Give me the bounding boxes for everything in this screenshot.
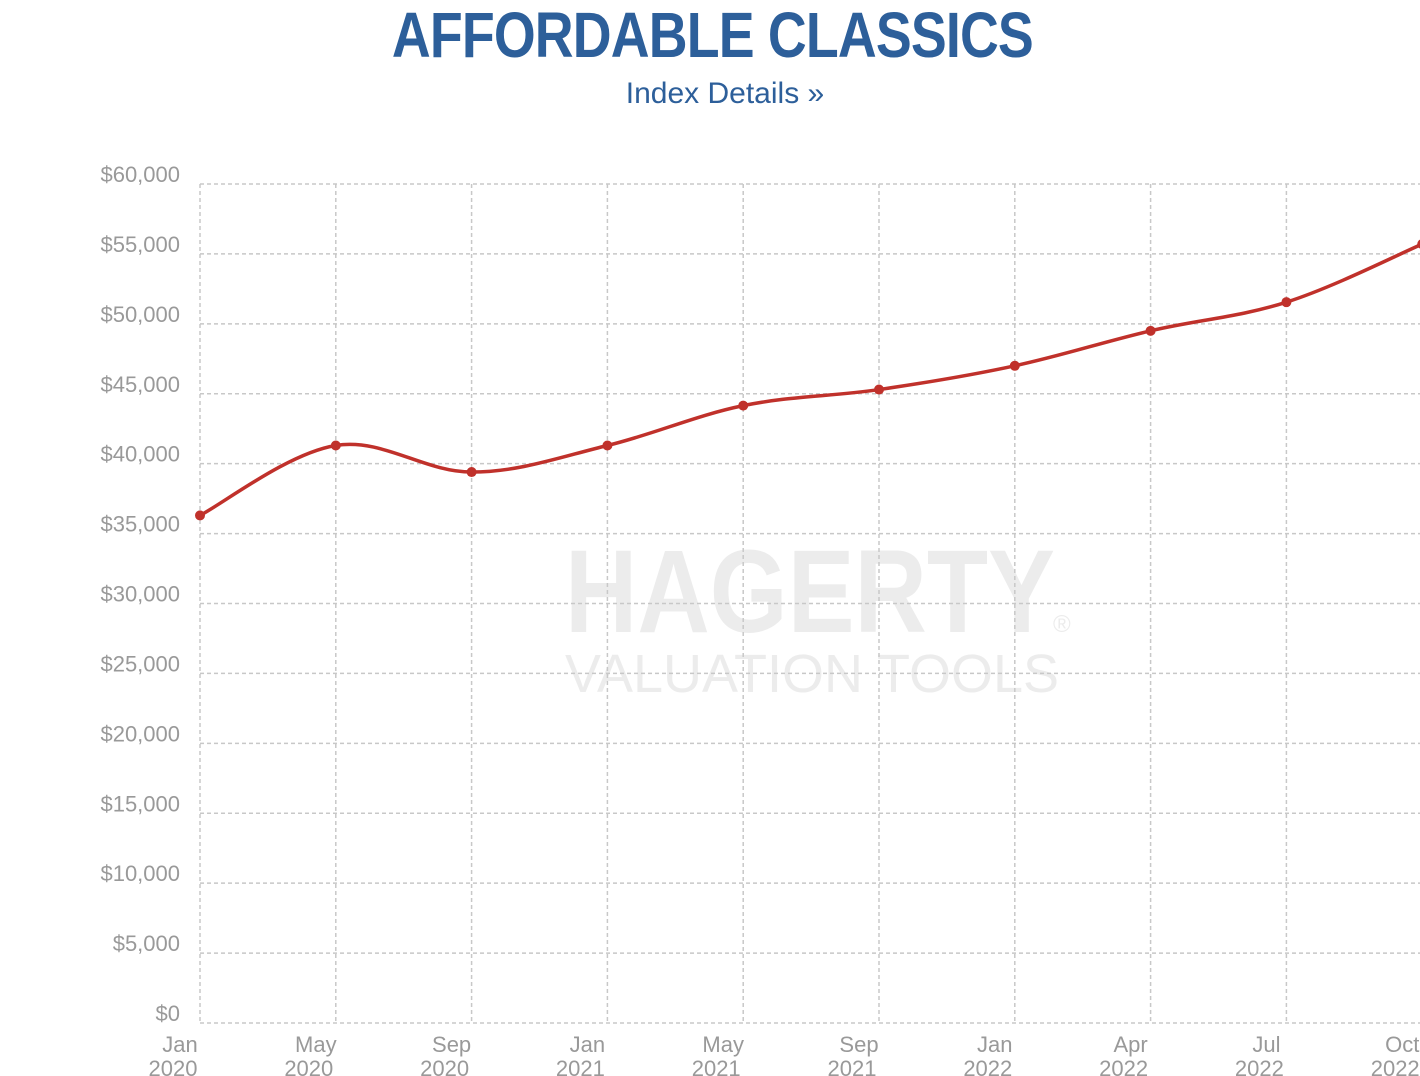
x-tick-month: Jan <box>570 1032 605 1057</box>
x-tick-year: 2022 <box>1235 1056 1284 1076</box>
y-tick-label: $15,000 <box>100 791 180 816</box>
y-tick-label: $25,000 <box>100 651 180 676</box>
x-tick-month: Sep <box>839 1032 878 1057</box>
x-tick-month: Apr <box>1113 1032 1147 1057</box>
y-tick-label: $10,000 <box>100 861 180 886</box>
x-tick-year: 2020 <box>420 1056 469 1076</box>
y-tick-label: $40,000 <box>100 442 180 467</box>
x-tick-year: 2021 <box>692 1056 741 1076</box>
y-tick-label: $5,000 <box>113 931 180 956</box>
y-tick-label: $60,000 <box>100 162 180 187</box>
y-tick-label: $20,000 <box>100 721 180 746</box>
x-axis: Jan2020May2020Sep2020Jan2021May2021Sep20… <box>149 1032 1420 1076</box>
hagerty-watermark: HAGERTY ® VALUATION TOOLS <box>565 526 1071 704</box>
y-tick-label: $30,000 <box>100 582 180 607</box>
watermark-brand: HAGERTY <box>565 526 1055 658</box>
data-point[interactable] <box>466 467 477 478</box>
data-point[interactable] <box>1009 360 1020 371</box>
x-tick-year: 2021 <box>556 1056 605 1076</box>
data-point[interactable] <box>1281 297 1292 308</box>
x-tick-year: 2020 <box>284 1056 333 1076</box>
x-tick-year: 2022 <box>1371 1056 1420 1076</box>
data-point[interactable] <box>602 440 613 451</box>
y-axis: $0 $5,000 $10,000 $15,000 $20,000 $25,000 $30,… <box>100 162 180 1026</box>
y-tick-label: $55,000 <box>100 232 180 257</box>
index-details-link[interactable]: Index Details » <box>625 77 825 110</box>
x-tick-month: Oct <box>1385 1032 1419 1057</box>
x-tick-year: 2020 <box>149 1056 198 1076</box>
y-tick-label: $45,000 <box>100 372 180 397</box>
x-tick-year: 2022 <box>963 1056 1012 1076</box>
data-point[interactable] <box>330 440 341 451</box>
y-tick-label: $0 <box>156 1001 180 1026</box>
data-point[interactable] <box>874 384 884 395</box>
x-tick-month: Sep <box>432 1032 471 1057</box>
series-line <box>198 243 1420 518</box>
data-point[interactable] <box>1145 325 1156 336</box>
chart-series <box>195 239 1420 521</box>
x-tick-year: 2021 <box>828 1056 877 1076</box>
y-tick-label: $35,000 <box>100 512 180 537</box>
data-point[interactable] <box>738 400 749 411</box>
y-tick-label: $50,000 <box>100 302 180 327</box>
x-tick-month: Jul <box>1252 1032 1280 1057</box>
data-point[interactable] <box>195 510 205 521</box>
data-point[interactable] <box>1417 239 1420 249</box>
x-tick-month: May <box>295 1032 337 1057</box>
watermark-registered-mark: ® <box>1053 611 1071 638</box>
x-tick-year: 2022 <box>1099 1056 1148 1076</box>
chart-title: AFFORDABLE CLASSICS <box>391 0 1034 71</box>
x-tick-month: May <box>702 1032 744 1057</box>
x-tick-month: Jan <box>977 1032 1012 1057</box>
chart-grid <box>199 183 1420 1024</box>
x-tick-month: Jan <box>162 1032 197 1057</box>
